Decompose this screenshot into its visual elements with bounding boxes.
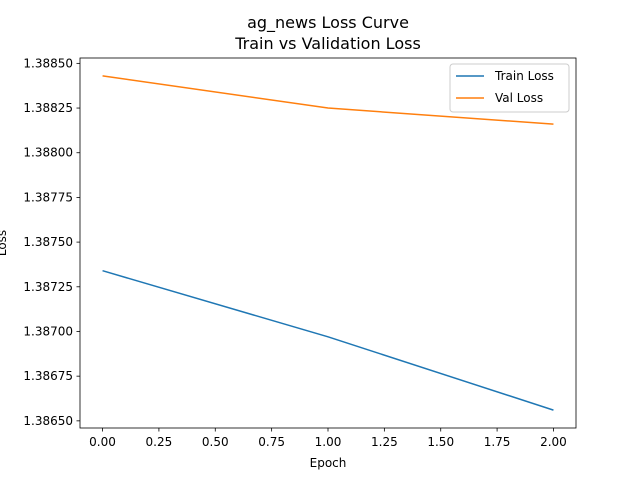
x-tick-label: 0.50 — [202, 435, 229, 449]
plot-frame — [79, 57, 577, 429]
y-tick-label: 1.38750 — [23, 235, 73, 249]
series-lines — [102, 75, 554, 411]
y-tick-label: 1.38800 — [23, 146, 73, 160]
x-tick-label: 0.25 — [146, 435, 173, 449]
x-tick-label: 1.00 — [315, 435, 342, 449]
y-axis-label: Loss — [0, 230, 9, 256]
x-axis-label: Epoch — [310, 456, 347, 470]
series-line-0 — [102, 269, 554, 411]
y-axis-ticks: 1.38650 1.38675 1.38700 1.38725 1.38750 1.387… — [23, 56, 80, 428]
y-tick-label: 1.38700 — [23, 324, 73, 338]
chart-title: ag_news Loss Curve — [247, 13, 409, 33]
series-line-1 — [102, 75, 554, 125]
legend-label: Train Loss — [494, 69, 554, 83]
legend-label: Val Loss — [495, 91, 543, 105]
y-tick-label: 1.38825 — [23, 101, 73, 115]
y-tick-label: 1.38675 — [23, 369, 73, 383]
y-tick-label: 1.38775 — [23, 190, 73, 204]
x-tick-label: 1.75 — [484, 435, 511, 449]
x-axis-ticks: 0.00 0.25 0.50 0.75 1.00 1.25 1.50 1.75 2.00 — [89, 428, 567, 449]
x-tick-label: 0.75 — [258, 435, 285, 449]
x-tick-label: 1.50 — [427, 435, 454, 449]
x-tick-label: 1.25 — [371, 435, 398, 449]
chart-subtitle: Train vs Validation Loss — [234, 34, 421, 53]
x-tick-label: 2.00 — [540, 435, 567, 449]
y-tick-label: 1.38650 — [23, 414, 73, 428]
y-tick-label: 1.38850 — [23, 56, 73, 70]
plot-area — [80, 58, 576, 428]
legend: Train Loss Val Loss — [449, 63, 570, 113]
y-tick-label: 1.38725 — [23, 280, 73, 294]
x-tick-label: 0.00 — [89, 435, 116, 449]
